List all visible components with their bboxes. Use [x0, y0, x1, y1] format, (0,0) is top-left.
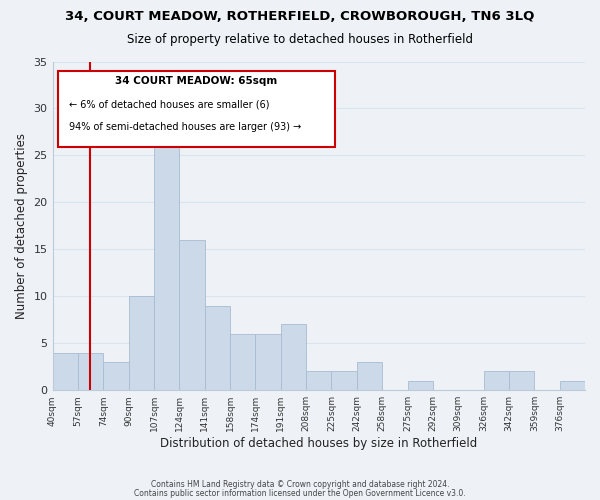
Bar	[281, 324, 306, 390]
Bar	[509, 372, 534, 390]
Text: 34 COURT MEADOW: 65sqm: 34 COURT MEADOW: 65sqm	[115, 76, 277, 86]
Text: ← 6% of detached houses are smaller (6): ← 6% of detached houses are smaller (6)	[68, 100, 269, 110]
Text: Size of property relative to detached houses in Rotherfield: Size of property relative to detached ho…	[127, 32, 473, 46]
Bar	[103, 362, 128, 390]
Bar	[128, 296, 154, 390]
Bar	[230, 334, 256, 390]
Bar	[407, 381, 433, 390]
Bar	[306, 372, 331, 390]
Bar	[560, 381, 585, 390]
FancyBboxPatch shape	[58, 72, 335, 147]
Bar	[53, 352, 78, 390]
Bar	[331, 372, 357, 390]
Bar	[78, 352, 103, 390]
Bar	[357, 362, 382, 390]
Text: 94% of semi-detached houses are larger (93) →: 94% of semi-detached houses are larger (…	[68, 122, 301, 132]
X-axis label: Distribution of detached houses by size in Rotherfield: Distribution of detached houses by size …	[160, 437, 478, 450]
Bar	[484, 372, 509, 390]
Bar	[179, 240, 205, 390]
Text: Contains public sector information licensed under the Open Government Licence v3: Contains public sector information licen…	[134, 488, 466, 498]
Text: 34, COURT MEADOW, ROTHERFIELD, CROWBOROUGH, TN6 3LQ: 34, COURT MEADOW, ROTHERFIELD, CROWBOROU…	[65, 10, 535, 23]
Bar	[205, 306, 230, 390]
Bar	[256, 334, 281, 390]
Text: Contains HM Land Registry data © Crown copyright and database right 2024.: Contains HM Land Registry data © Crown c…	[151, 480, 449, 489]
Y-axis label: Number of detached properties: Number of detached properties	[15, 133, 28, 319]
Bar	[154, 146, 179, 390]
